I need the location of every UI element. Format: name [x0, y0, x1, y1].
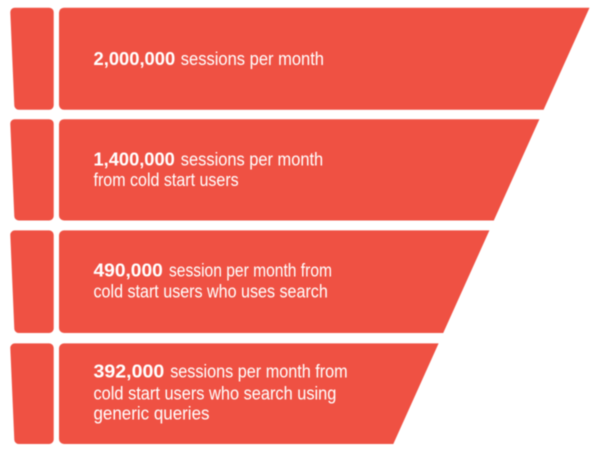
svg-text:sessions per month: sessions per month	[181, 150, 323, 170]
svg-text:sessions per month: sessions per month	[181, 49, 324, 69]
svg-text:generic queries: generic queries	[94, 404, 210, 424]
svg-text:cold start users who uses sear: cold start users who uses search	[94, 281, 328, 301]
svg-text:sessions per month from: sessions per month from	[170, 362, 348, 382]
svg-text:session per month from: session per month from	[169, 260, 332, 280]
svg-text:2,000,000: 2,000,000	[94, 48, 176, 69]
svg-text:392,000: 392,000	[94, 361, 165, 382]
svg-text:490,000: 490,000	[94, 259, 163, 280]
svg-text:cold start users who search us: cold start users who search using	[94, 383, 337, 403]
svg-text:1,400,000: 1,400,000	[94, 149, 175, 170]
svg-text:from cold start users: from cold start users	[94, 170, 239, 190]
